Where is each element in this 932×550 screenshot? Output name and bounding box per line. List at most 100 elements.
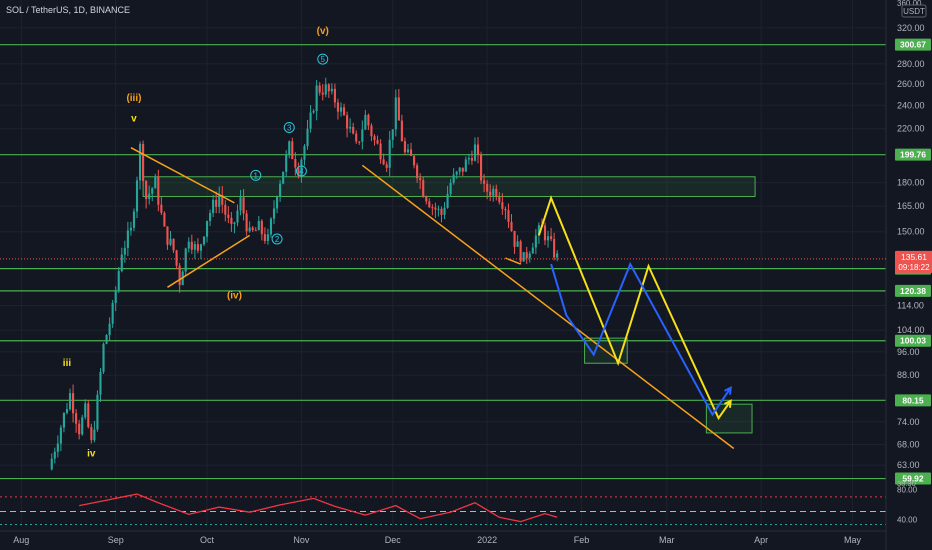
trendlines[interactable] <box>130 147 735 450</box>
time-tick-label: Oct <box>200 535 215 545</box>
candles <box>50 77 559 471</box>
candle <box>184 247 187 276</box>
price-axis-bg <box>886 0 932 550</box>
candle <box>111 300 114 328</box>
candle <box>428 198 431 209</box>
resistance-zone[interactable] <box>142 176 756 197</box>
candle <box>209 209 212 227</box>
candle <box>157 169 160 212</box>
svg-text:59.92: 59.92 <box>902 474 924 484</box>
candle <box>303 143 306 166</box>
candle <box>516 235 519 247</box>
yellow-projection[interactable] <box>537 195 732 421</box>
level-price-tag[interactable]: 100.03 <box>895 334 931 347</box>
candle <box>553 232 556 261</box>
yellow-projection-arrowhead <box>724 399 732 408</box>
blue-projection[interactable] <box>550 261 732 417</box>
candle <box>333 83 336 108</box>
candle <box>114 286 117 312</box>
svg-text:1: 1 <box>254 171 259 180</box>
wave-label: (v) <box>317 26 329 37</box>
main-down-trendline[interactable] <box>361 164 735 450</box>
level-price-tag[interactable]: 199.76 <box>895 148 931 161</box>
candle <box>467 153 470 165</box>
candle <box>309 105 312 133</box>
axis-tick-label: 74.00 <box>897 417 920 427</box>
time-tick-label: May <box>844 535 862 545</box>
candle <box>145 180 148 209</box>
candle <box>336 98 340 120</box>
candle <box>522 252 525 262</box>
candle <box>543 222 547 246</box>
candle <box>236 204 239 227</box>
candle <box>160 196 163 215</box>
current-price-countdown: 09:18:22 <box>898 263 930 272</box>
candle <box>132 208 136 232</box>
candle <box>318 82 321 96</box>
lower-wedge-line[interactable] <box>167 234 251 288</box>
candle <box>72 384 75 423</box>
projections[interactable] <box>537 195 732 421</box>
svg-text:120.38: 120.38 <box>900 286 926 296</box>
candle <box>483 174 486 193</box>
candle <box>135 176 139 219</box>
candle <box>193 240 196 259</box>
candle <box>419 173 422 190</box>
candle <box>245 210 248 236</box>
axis-tick-label: 320.00 <box>897 23 925 33</box>
candle <box>248 221 251 233</box>
candle <box>212 194 215 218</box>
candle <box>151 187 154 202</box>
candle <box>486 180 489 200</box>
svg-text:100.03: 100.03 <box>900 336 926 346</box>
candle <box>327 83 330 98</box>
candle <box>394 89 397 137</box>
time-tick-label: 2022 <box>477 535 497 545</box>
wave-circle-label: 4 <box>295 165 307 177</box>
candle <box>294 152 297 176</box>
candle <box>464 156 467 172</box>
upper-wedge-line[interactable] <box>130 147 235 204</box>
candle <box>138 141 142 190</box>
candle <box>81 414 84 436</box>
candle <box>416 162 419 183</box>
candle <box>251 225 254 232</box>
level-price-tag[interactable]: 59.92 <box>895 472 931 485</box>
candle <box>510 214 513 232</box>
currency-button[interactable]: USDT <box>901 4 927 18</box>
time-tick-label: Nov <box>293 535 310 545</box>
wave-label: iii <box>63 358 72 369</box>
wave-label: v <box>131 113 137 124</box>
axis-tick-label: 220.00 <box>897 124 925 134</box>
level-price-tag[interactable]: 300.67 <box>895 38 931 51</box>
level-price-tag[interactable]: 120.38 <box>895 284 931 297</box>
candle <box>105 334 108 345</box>
wave-label: (iv) <box>227 291 242 302</box>
time-axis[interactable]: Aug Sep Oct Nov Dec 2022 Feb Mar Apr May <box>0 530 886 545</box>
rsi-line <box>79 493 558 523</box>
wave-label: iv <box>87 449 96 460</box>
candle <box>285 150 288 177</box>
candle <box>455 170 458 179</box>
candle <box>275 195 279 214</box>
axis-tick-label: 88.00 <box>897 370 920 380</box>
candle <box>507 203 510 228</box>
candle <box>172 238 175 254</box>
candle <box>452 168 455 185</box>
candle <box>306 119 309 150</box>
horizontal-levels[interactable] <box>0 44 886 480</box>
candle <box>473 137 477 162</box>
candle <box>492 185 495 202</box>
level-price-tag[interactable]: 80.15 <box>895 394 931 407</box>
candle <box>142 140 145 187</box>
candle <box>260 219 263 241</box>
candle <box>190 234 193 254</box>
candle <box>65 402 69 415</box>
candle <box>300 157 303 183</box>
axis-tick-label: 114.00 <box>897 301 924 311</box>
candle <box>355 130 358 144</box>
candle <box>254 227 257 232</box>
